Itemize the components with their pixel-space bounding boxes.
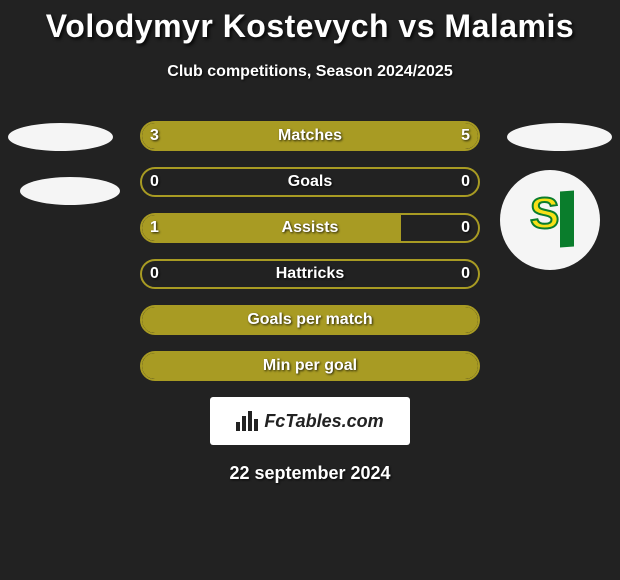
- bars-icon: [236, 411, 258, 431]
- stat-row: Hattricks00: [0, 259, 620, 289]
- stat-bar-track: [140, 167, 480, 197]
- stat-bar-fill: [142, 307, 478, 333]
- stat-bar-fill: [142, 353, 478, 379]
- stat-bar-fill-left: [142, 123, 268, 149]
- stat-row: Assists10: [0, 213, 620, 243]
- stat-bar-track: [140, 213, 480, 243]
- comparison-card: Volodymyr Kostevych vs Malamis Club comp…: [0, 0, 620, 484]
- stat-row: Min per goal: [0, 351, 620, 381]
- stat-bar-track: [140, 259, 480, 289]
- stat-bar-track: [140, 121, 480, 151]
- stat-bar-track: [140, 305, 480, 335]
- stat-row: Matches35: [0, 121, 620, 151]
- stat-bar-fill-right: [268, 123, 478, 149]
- page-title: Volodymyr Kostevych vs Malamis: [0, 8, 620, 45]
- stat-bar-track: [140, 351, 480, 381]
- footer-brand-text: FcTables.com: [264, 411, 383, 432]
- footer-brand[interactable]: FcTables.com: [210, 397, 410, 445]
- stat-bar-fill-left: [142, 215, 401, 241]
- date-label: 22 september 2024: [0, 463, 620, 484]
- subtitle: Club competitions, Season 2024/2025: [0, 63, 620, 81]
- stat-row: Goals per match: [0, 305, 620, 335]
- stat-row: Goals00: [0, 167, 620, 197]
